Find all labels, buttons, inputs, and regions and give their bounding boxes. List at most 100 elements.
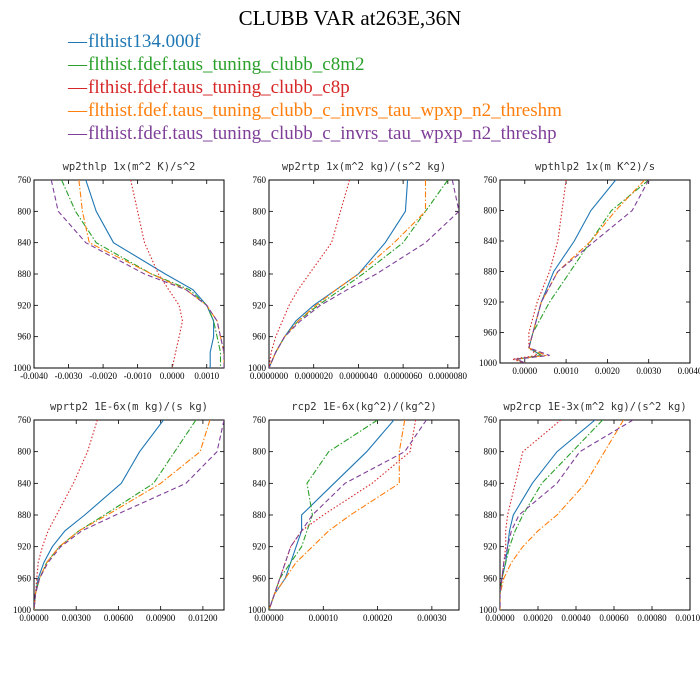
series-line bbox=[269, 420, 378, 610]
series-line bbox=[500, 420, 603, 610]
legend-item: —flthist.fdef.taus_tuning_clubb_c8m2 bbox=[68, 53, 562, 76]
x-tick-label: -0.0030 bbox=[55, 371, 83, 381]
x-tick-label: 0.0000080 bbox=[429, 371, 468, 381]
series-line bbox=[269, 180, 427, 368]
y-tick-label: 760 bbox=[484, 415, 498, 425]
y-tick-label: 800 bbox=[253, 447, 267, 457]
plot-frame bbox=[33, 419, 225, 611]
y-tick-label: 960 bbox=[18, 332, 32, 342]
series-line bbox=[514, 180, 645, 363]
legend-label: flthist.fdef.taus_tuning_clubb_c8m2 bbox=[88, 54, 365, 75]
series-line bbox=[269, 420, 406, 610]
x-tick-label: 0.00020 bbox=[363, 613, 393, 623]
series-line bbox=[269, 180, 351, 368]
series-line bbox=[514, 180, 650, 363]
legend-label: flthist.fdef.taus_tuning_clubb_c8p bbox=[88, 77, 350, 98]
y-tick-label: 1000 bbox=[248, 605, 267, 615]
series-line bbox=[512, 180, 567, 363]
series-line bbox=[34, 420, 164, 610]
panel-title: wprtp2 1E-6x(m kg)/(s kg) bbox=[50, 401, 208, 413]
y-tick-label: 960 bbox=[484, 328, 498, 338]
y-tick-label: 1000 bbox=[479, 358, 498, 368]
y-tick-label: 760 bbox=[18, 175, 32, 185]
series-line bbox=[50, 180, 224, 368]
x-tick-label: 0.01200 bbox=[188, 613, 218, 623]
plot-frame bbox=[268, 179, 460, 369]
plot-frame bbox=[499, 179, 691, 364]
y-tick-label: 920 bbox=[253, 542, 267, 552]
legend-item: —flthist134.000f bbox=[68, 30, 562, 53]
x-tick-label: 0.0010 bbox=[554, 366, 579, 376]
x-tick-label: 0.0000040 bbox=[339, 371, 378, 381]
y-tick-label: 880 bbox=[253, 269, 267, 279]
y-tick-label: 800 bbox=[18, 206, 32, 216]
y-tick-label: 920 bbox=[484, 542, 498, 552]
panel-title: wp2thlp 1x(m^2 K)/s^2 bbox=[63, 161, 196, 173]
y-tick-label: 880 bbox=[484, 267, 498, 277]
plot-frame bbox=[499, 419, 691, 611]
series-line bbox=[500, 420, 596, 610]
figure-title: CLUBB VAR at263E,36N bbox=[238, 6, 462, 30]
y-tick-label: 1000 bbox=[248, 363, 267, 373]
y-tick-label: 920 bbox=[484, 297, 498, 307]
y-tick-label: 920 bbox=[18, 542, 32, 552]
series-line bbox=[34, 420, 211, 610]
x-tick-label: -0.0020 bbox=[89, 371, 117, 381]
y-tick-label: 1000 bbox=[479, 605, 498, 615]
series-line bbox=[269, 180, 409, 368]
legend-item: —flthist.fdef.taus_tuning_clubb_c8p bbox=[68, 76, 562, 99]
legend-label: flthist.fdef.taus_tuning_clubb_c_invrs_t… bbox=[88, 123, 557, 144]
y-tick-label: 920 bbox=[253, 300, 267, 310]
x-tick-label: 0.0000060 bbox=[384, 371, 423, 381]
panel-title: wp2rtp 1x(m^2 kg)/(s^2 kg) bbox=[282, 161, 446, 173]
x-tick-label: 0.00600 bbox=[104, 613, 134, 623]
series-line bbox=[269, 420, 417, 610]
x-tick-label: 0.0030 bbox=[636, 366, 661, 376]
legend: —flthist134.000f —flthist.fdef.taus_tuni… bbox=[68, 30, 562, 145]
y-tick-label: 840 bbox=[18, 238, 32, 248]
chart-panel: wp2thlp 1x(m^2 K)/s^2 760 800 840 880 920 960 1… bbox=[13, 161, 225, 381]
series-line bbox=[514, 180, 617, 363]
y-tick-label: 880 bbox=[18, 269, 32, 279]
x-tick-label: 0.00080 bbox=[637, 613, 667, 623]
y-tick-label: 1000 bbox=[13, 363, 32, 373]
y-tick-label: 880 bbox=[484, 510, 498, 520]
y-tick-label: 760 bbox=[18, 415, 32, 425]
y-tick-label: 880 bbox=[253, 510, 267, 520]
series-line bbox=[34, 420, 224, 610]
y-tick-label: 920 bbox=[18, 300, 32, 310]
x-tick-label: 0.0000 bbox=[160, 371, 185, 381]
x-tick-label: 0.0020 bbox=[595, 366, 620, 376]
series-line bbox=[130, 180, 184, 368]
x-tick-label: 0.00060 bbox=[599, 613, 629, 623]
x-tick-label: 0.0040 bbox=[678, 366, 700, 376]
x-tick-label: 0.00900 bbox=[146, 613, 176, 623]
series-line bbox=[500, 420, 562, 610]
legend-item: —flthist.fdef.taus_tuning_clubb_c_invrs_… bbox=[68, 99, 562, 122]
panel-title: rcp2 1E-6x(kg^2)/(kg^2) bbox=[291, 401, 436, 413]
chart-panel: wprtp2 1E-6x(m kg)/(s kg) 760 800 840 880 920… bbox=[13, 401, 225, 623]
plot-frame bbox=[33, 179, 225, 369]
y-tick-label: 1000 bbox=[13, 605, 32, 615]
legend-item: —flthist.fdef.taus_tuning_clubb_c_invrs_… bbox=[68, 122, 562, 145]
y-tick-label: 960 bbox=[253, 332, 267, 342]
x-tick-label: 0.0000 bbox=[512, 366, 537, 376]
y-tick-label: 880 bbox=[18, 510, 32, 520]
series-line bbox=[269, 180, 459, 368]
x-tick-label: -0.0040 bbox=[20, 371, 48, 381]
x-tick-label: 0.00040 bbox=[561, 613, 591, 623]
x-tick-label: 0.00020 bbox=[523, 613, 553, 623]
plot-frame bbox=[268, 419, 460, 611]
panel-title: wpthlp2 1x(m K^2)/s bbox=[535, 161, 655, 173]
y-tick-label: 760 bbox=[253, 175, 267, 185]
x-tick-label: 0.00000 bbox=[19, 613, 49, 623]
x-tick-label: 0.0000020 bbox=[295, 371, 334, 381]
series-line bbox=[500, 420, 624, 610]
y-tick-label: 800 bbox=[18, 447, 32, 457]
chart-panel: wp2rcp 1E-3x(m^2 kg)/(s^2 kg) 760 800 840 88… bbox=[479, 401, 700, 623]
x-tick-label: 0.00300 bbox=[62, 613, 92, 623]
x-tick-label: 0.00000 bbox=[485, 613, 515, 623]
y-tick-label: 840 bbox=[253, 478, 267, 488]
